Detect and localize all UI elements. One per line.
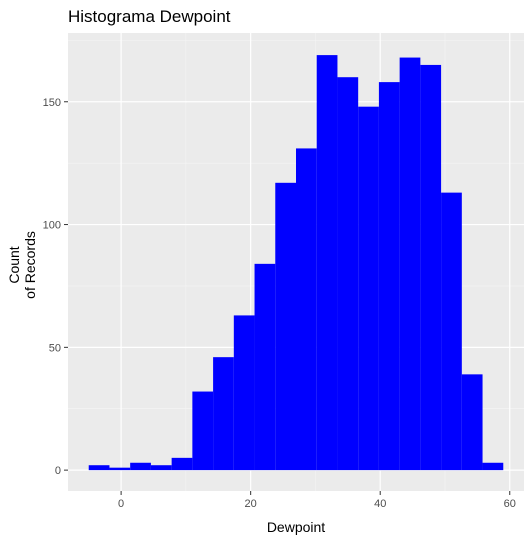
histogram-bar <box>171 457 193 471</box>
x-axis: 0 20 40 60 <box>118 491 516 510</box>
histogram-bar <box>358 106 379 471</box>
x-tick-label: 60 <box>504 498 516 510</box>
x-tick-label: 0 <box>118 498 124 510</box>
y-axis-title-line-2: of Records <box>22 231 38 299</box>
y-tick-label: 100 <box>43 220 61 232</box>
y-tick-label: 150 <box>43 97 61 109</box>
y-tick-label: 50 <box>49 342 61 354</box>
y-axis: 0 50 100 150 <box>43 97 68 477</box>
x-axis-title: Dewpoint <box>267 519 325 535</box>
histogram-bar <box>130 462 151 471</box>
histogram-bar <box>275 182 296 471</box>
histogram-bars <box>88 55 504 471</box>
chart-title: Histograma Dewpoint <box>68 7 231 26</box>
x-tick-label: 40 <box>374 498 386 510</box>
histogram-bar <box>378 82 400 471</box>
y-axis-title: Count of Records <box>6 231 38 299</box>
histogram-bar <box>150 465 172 471</box>
histogram-bar <box>441 192 462 471</box>
histogram-bar <box>109 467 131 471</box>
histogram-bar <box>192 391 214 471</box>
y-axis-title-line-1: Count <box>6 246 22 283</box>
histogram-bar <box>296 148 317 471</box>
histogram-bar <box>316 55 338 471</box>
histogram-bar <box>88 465 110 471</box>
histogram-bar <box>254 263 276 471</box>
histogram-bar <box>482 462 504 471</box>
histogram-bar <box>213 357 234 471</box>
x-tick-label: 20 <box>245 498 257 510</box>
y-tick-label: 0 <box>55 465 61 477</box>
histogram-bar <box>337 77 359 471</box>
histogram-bar <box>461 374 483 471</box>
histogram-bar <box>399 57 421 471</box>
histogram-bar <box>420 64 442 471</box>
histogram-bar <box>233 315 255 471</box>
